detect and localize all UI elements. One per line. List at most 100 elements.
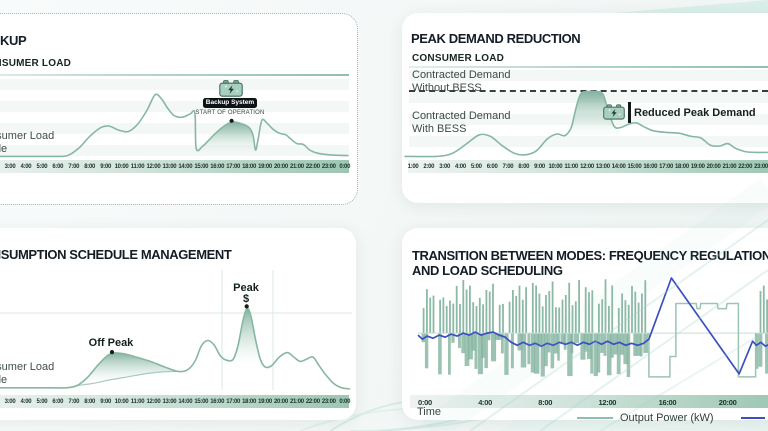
x-tick-label: 14:00 [178,163,193,170]
backup-badge-subtitle: START OF OPERATION [195,110,265,116]
backup-y-axis-label-line2: Profile [0,143,8,155]
peak-dollar-annotation: $ [242,293,250,305]
backup-badge-title: Backup System [203,98,257,108]
x-tick-label: 13:00 [162,163,177,170]
output-power-legend-line-icon [577,417,613,419]
x-tick-label: 15:00 [627,163,642,170]
x-tick-label: 9:00 [100,163,112,170]
schedule-y-axis-label: Consumer Load Profile [0,361,54,387]
battery-icon [219,80,243,97]
off-peak-annotation: Off Peak [88,337,134,349]
x-tick-label: 7:00 [502,163,514,170]
backup-chart-stripes [0,79,349,159]
battery-icon [603,104,625,120]
panel-schedule-title: CONSUMPTION SCHEDULE MANAGEMENT [0,246,232,262]
transition-chart [417,277,768,378]
x-tick-label: 21:00 [289,163,304,170]
x-tick-label: 17:00 [659,163,674,170]
backup-y-axis-label: Consumer Load Profile [0,130,54,156]
x-tick-label: 12:00 [580,163,594,170]
backup-x-axis: 1:002:003:004:005:006:007:008:009:0010:0… [0,160,351,173]
schedule-x-axis: 1:002:003:004:005:006:007:008:009:0010:0… [0,395,351,408]
x-tick-label: 14:00 [611,163,626,170]
without-bess-line1: Contracted Demand [412,69,511,81]
x-tick-label: 10:00 [114,163,129,170]
x-tick-label: 9:00 [100,398,112,405]
x-tick-label: 19:00 [258,163,272,170]
with-bess-line1: Contracted Demand [412,110,511,122]
x-tick-label: 15:00 [194,398,209,405]
x-tick-label: 6:00 [52,398,64,405]
x-tick-label: 23:00 [321,398,336,405]
x-tick-label: 11:00 [130,163,145,170]
x-tick-label: 6:00 [486,163,498,170]
x-tick-label: 22:00 [305,163,320,170]
x-tick-label: 20:00 [274,163,288,170]
x-tick-label: 5:00 [36,163,48,170]
x-tick-label: 0:00 [339,398,351,405]
x-tick-label: 7:00 [68,398,80,405]
time-axis-label: Time [417,406,442,418]
x-tick-label: 13:00 [162,398,177,405]
x-tick-label: 15:00 [194,163,209,170]
x-tick-label: 8:00 [84,398,96,405]
transition-x-axis: 0:00 4:00 8:00 12:00 16:00 20:00 [410,395,768,408]
x-tick-label: 4:00 [20,398,32,405]
x-tick-label: 12:00 [146,163,161,170]
output-power-legend-label: Output Power (kW) [620,412,714,424]
annotation-separator [628,102,631,123]
x-tick-label: 4:00 [478,398,492,407]
x-tick-label: 18:00 [675,163,689,170]
panel-transition-title-line2: AND LOAD SCHEDULING [412,262,563,278]
x-tick-label: 18:00 [242,398,257,405]
x-tick-label: 16:00 [210,163,225,170]
x-tick-label: 3:00 [4,163,16,170]
x-tick-label: 8:00 [518,163,530,170]
backup-consumer-load-label: CONSUMER LOAD [0,58,72,69]
panel-peak-demand-title: PEAK DEMAND REDUCTION [411,30,581,46]
x-tick-label: 17:00 [226,398,241,405]
soc-legend-line-icon [740,417,765,419]
x-tick-label: 1:00 [407,163,419,170]
x-tick-label: 5:00 [470,163,482,170]
x-tick-label: 12:00 [146,398,161,405]
x-tick-label: 22:00 [305,398,320,405]
x-tick-label: 20:00 [274,398,288,405]
x-tick-label: 3:00 [439,163,451,170]
peak-consumer-load-underline [409,66,768,68]
x-tick-label: 10:00 [548,163,563,170]
with-bess-line2: With BESS [412,122,467,135]
x-tick-label: 3:00 [4,398,16,405]
x-tick-label: 16:00 [658,398,677,407]
x-tick-label: 20:00 [706,163,721,170]
x-tick-label: 23:00 [321,163,336,170]
x-tick-label: 19:00 [690,163,705,170]
reduced-peak-demand-label: Reduced Peak Demand [634,107,756,119]
x-tick-label: 13:00 [595,163,610,170]
schedule-y-axis-label-line2: Profile [0,374,8,386]
backup-consumer-load-underline [0,74,349,76]
x-tick-label: 23:00 [754,163,768,170]
x-tick-label: 18:00 [242,163,257,170]
x-tick-label: 9:00 [534,163,545,170]
x-tick-label: 2:00 [423,163,435,170]
x-tick-label: 6:00 [52,163,64,170]
x-tick-label: 8:00 [538,398,553,407]
backup-chart [0,93,349,158]
x-tick-label: 5:00 [36,398,48,405]
x-tick-label: 21:00 [289,398,304,405]
x-tick-label: 16:00 [210,398,225,405]
peak-consumer-load-label: CONSUMER LOAD [412,53,505,64]
peak-annotation: Peak [233,282,259,294]
x-tick-label: 11:00 [130,398,145,405]
x-tick-label: 0:00 [339,163,351,170]
backup-y-axis-label-line1: Consumer Load [0,130,55,142]
x-tick-label: 19:00 [258,398,272,405]
x-tick-label: 21:00 [722,163,737,170]
x-tick-label: 10:00 [114,398,129,405]
panel-transition-title-line1: TRANSITION BETWEEN MODES: FREQUENCY REGU… [412,247,768,263]
x-tick-label: 4:00 [20,163,32,170]
x-tick-label: 4:00 [455,163,466,170]
schedule-chart [0,270,352,390]
